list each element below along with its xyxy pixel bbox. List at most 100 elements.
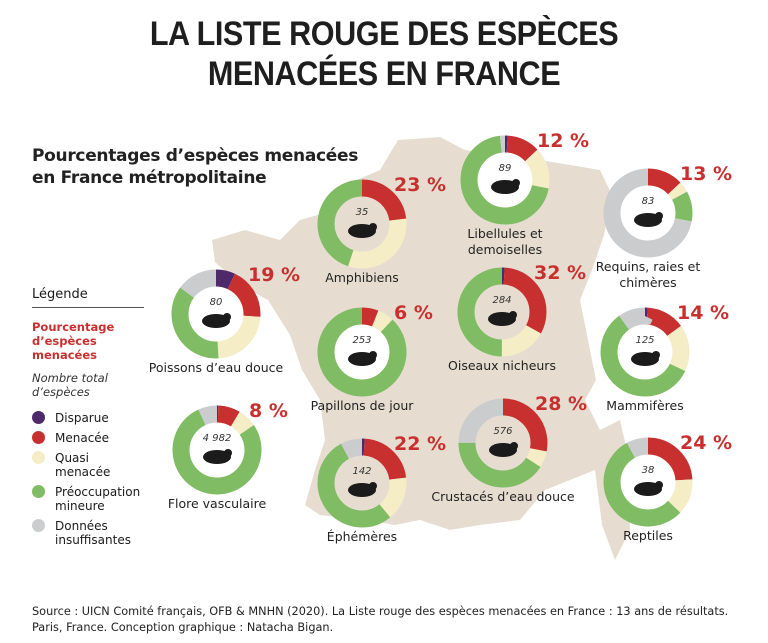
threatened-pct: 23 % [394, 174, 446, 196]
donut-segment-quasi-menacée [317, 438, 407, 528]
species-total: 4 982 [203, 433, 232, 444]
group-label: demoiselles [468, 242, 542, 257]
donut-segment-préoccupation-mineure [460, 135, 550, 225]
legend-label: Disparue [55, 411, 109, 425]
species-total: 83 [642, 196, 655, 207]
donut-segment-données-insuffisantes [600, 307, 690, 397]
donut-segment-menacée [457, 267, 547, 357]
donut-9: 576 28 % Crustacés d’eau douce [431, 393, 587, 504]
donut-segment-préoccupation-mineure [171, 269, 261, 359]
group-label: Reptiles [623, 528, 673, 543]
legend-swatch [32, 451, 45, 464]
donut-segment-quasi-menacée [603, 437, 693, 527]
source-line-2: Paris, France. Conception graphique : Na… [32, 621, 334, 634]
fox-icon [631, 351, 660, 366]
group-label: Crustacés d’eau douce [431, 489, 574, 504]
group-label: Mammifères [606, 398, 683, 413]
donut-6: 125 14 % Mammifères [600, 302, 729, 413]
legend-label: Menacée [55, 431, 110, 445]
plant-icon [203, 449, 232, 464]
species-total: 89 [499, 163, 512, 174]
threatened-pct: 22 % [394, 433, 446, 455]
legend-item: Disparue [32, 411, 144, 425]
donut-5: 253 6 % Papillons de jour [311, 302, 433, 413]
source-line-1: Source : UICN Comité français, OFB & MNH… [32, 605, 729, 618]
species-total: 142 [352, 466, 371, 477]
threatened-pct: 28 % [535, 393, 587, 415]
donut-segment-quasi-menacée [600, 307, 690, 397]
group-label: Oiseaux nicheurs [448, 358, 556, 373]
donut-segment-données-insuffisantes [458, 398, 548, 488]
legend-item: Quasi menacée [32, 451, 144, 479]
threatened-pct: 13 % [680, 163, 732, 185]
donut-7: 4 982 8 % Flore vasculaire [168, 400, 288, 511]
fish-icon [202, 313, 231, 328]
subtitle-line-2: en France métropolitaine [32, 168, 267, 188]
donut-segment-données-insuffisantes [460, 135, 550, 225]
crayfish-icon [489, 442, 518, 457]
threatened-pct: 24 % [680, 432, 732, 454]
donut-segment-quasi-menacée [457, 267, 547, 357]
group-label: Flore vasculaire [168, 496, 267, 511]
legend-swatch [32, 485, 45, 498]
frog-icon [348, 223, 377, 238]
group-label: Amphibiens [325, 270, 399, 285]
legend-swatch [32, 431, 45, 444]
legend-label: Préoccupation mineure [55, 485, 141, 513]
donut-segment-préoccupation-mineure [457, 267, 547, 357]
donut-segment-préoccupation-mineure [603, 168, 693, 258]
species-total: 35 [356, 207, 369, 218]
donut-segment-données-insuffisantes [603, 437, 693, 527]
group-label: Requins, raies et [596, 259, 701, 274]
bird-icon [488, 311, 517, 326]
group-label: Éphémères [327, 529, 397, 544]
legend-pct-label: Pourcentage d’espèces menacées [32, 320, 115, 362]
legend-count-label: Nombre total d’espèces [32, 371, 108, 399]
species-total: 80 [210, 297, 223, 308]
donut-segment-préoccupation-mineure [603, 437, 693, 527]
threatened-pct: 32 % [534, 262, 586, 284]
legend-swatch [32, 411, 45, 424]
threatened-pct: 8 % [249, 400, 288, 422]
donut-segment-préoccupation-mineure [317, 438, 407, 528]
title-line-2: MENACÉES EN FRANCE [207, 55, 561, 93]
legend-label: Quasi menacée [55, 451, 111, 479]
donut-segment-préoccupation-mineure [600, 307, 690, 397]
donut-segment-quasi-menacée [317, 179, 407, 269]
threatened-pct: 14 % [677, 302, 729, 324]
group-label: Poissons d’eau douce [149, 360, 284, 375]
donut-segment-données-insuffisantes [317, 438, 407, 528]
legend-item: Menacée [32, 431, 144, 445]
donut-4: 284 32 % Oiseaux nicheurs [448, 262, 586, 373]
species-total: 253 [352, 335, 371, 346]
group-label: Libellules et [467, 226, 542, 241]
donut-segment-préoccupation-mineure [458, 398, 548, 488]
title-line-1: LA LISTE ROUGE DES ESPÈCES [149, 15, 619, 53]
subtitle-line-1: Pourcentages d’espèces menacées [32, 146, 359, 166]
group-label: chimères [619, 275, 676, 290]
threatened-pct: 6 % [394, 302, 433, 324]
donut-segment-données-insuffisantes [603, 168, 693, 258]
species-total: 125 [635, 335, 654, 346]
lizard-icon [634, 481, 663, 496]
mayfly-icon [348, 482, 377, 497]
subtitle: Pourcentages d’espèces menacées en Franc… [32, 145, 358, 189]
species-total: 284 [492, 295, 511, 306]
donut-10: 38 24 % Reptiles [603, 432, 732, 543]
butterfly-icon [348, 351, 377, 366]
legend: Légende Pourcentage d’espèces menacées N… [32, 287, 144, 553]
legend-swatch [32, 519, 45, 532]
donut-3: 80 19 % Poissons d’eau douce [149, 264, 300, 375]
donut-segment-données-insuffisantes [171, 269, 261, 359]
threatened-pct: 12 % [537, 130, 589, 152]
donut-segment-menacée [171, 269, 261, 359]
legend-item: Données insuffisantes [32, 519, 144, 547]
species-total: 576 [493, 426, 512, 437]
legend-label: Données insuffisantes [55, 519, 131, 547]
main-title: LA LISTE ROUGE DES ESPÈCES MENACÉES EN F… [38, 14, 729, 94]
donut-8: 142 22 % Éphémères [317, 433, 446, 544]
group-label: Papillons de jour [311, 398, 415, 413]
